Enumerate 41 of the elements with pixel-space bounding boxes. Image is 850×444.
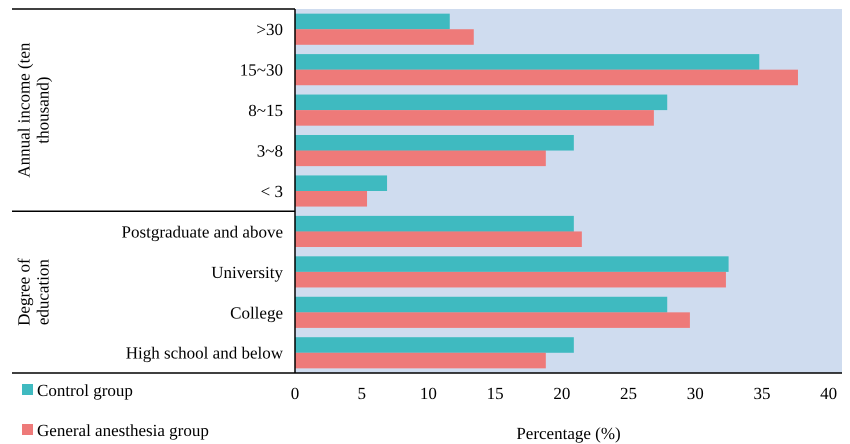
x-tick-label: 40 [820,384,838,403]
legend-label: Control group [37,380,133,400]
bar [295,54,760,70]
bar [295,352,546,368]
y-tick-label: Postgraduate and above [122,222,283,242]
bar [295,272,726,288]
x-tick-label: 0 [290,384,300,403]
text: Annual income (ten thousand) [14,42,52,178]
y-tick-label: 15~30 [240,60,283,80]
y-tick-label: 8~15 [248,101,283,120]
bar [295,256,729,272]
x-tick-label: 20 [553,384,570,403]
x-tick-label: 25 [620,384,638,403]
y-tick-label: College [230,303,283,322]
bar [295,134,574,151]
x-axis-title: Percentage (%) [516,424,621,443]
y-tick-label: < 3 [260,182,283,201]
bar [295,14,450,30]
bar [295,191,368,207]
x-tick-label: 10 [420,384,437,403]
bar [295,231,582,248]
bar [295,175,388,191]
y-tick-label: >30 [256,20,283,40]
bar [295,110,654,126]
bar [295,312,690,328]
y-tick-label: 3~8 [256,142,283,161]
legend-label: General anesthesia group [37,420,209,440]
text: Degree of education [14,258,52,326]
y-tick-label: University [211,262,284,282]
x-tick-label: 5 [357,384,366,403]
x-tick-label: 15 [486,384,504,403]
bar [295,70,798,86]
bar [295,296,668,312]
bar [295,94,668,110]
bar [295,29,474,45]
x-tick-label: 30 [686,384,704,403]
y-tick-label: High school and below [126,344,284,363]
x-tick-label: 35 [753,384,770,403]
bar [295,337,574,353]
bar [295,150,546,166]
bar [295,216,574,232]
